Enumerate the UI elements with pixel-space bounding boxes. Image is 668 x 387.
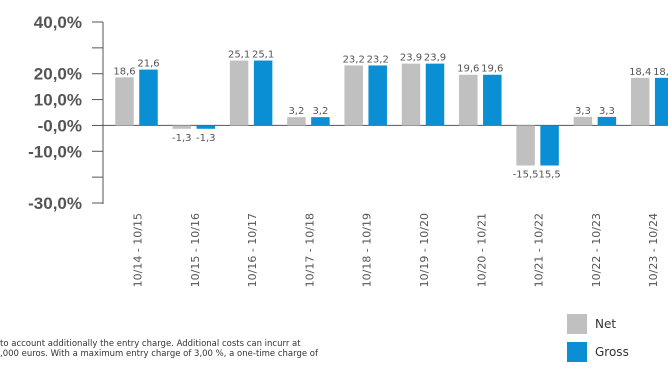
data-label-net: -1,3 bbox=[172, 133, 192, 144]
y-tick-label: -0,0% bbox=[38, 116, 82, 135]
legend-swatch-gross bbox=[567, 342, 587, 362]
data-label-net: 19,6 bbox=[457, 64, 479, 75]
footnote: to account additionally the entry charge… bbox=[0, 339, 400, 359]
bar-gross bbox=[540, 125, 559, 166]
data-label-gross: 25,1 bbox=[252, 50, 274, 61]
x-tick-label: 10/17 - 10/18 bbox=[303, 213, 316, 287]
legend-label-gross: Gross bbox=[595, 345, 629, 359]
x-tick-label: 10/19 - 10/20 bbox=[418, 213, 431, 287]
bar-gross bbox=[483, 74, 502, 126]
data-label-net: 3,2 bbox=[288, 106, 304, 117]
legend-item-gross: Gross bbox=[567, 340, 629, 364]
bar-net bbox=[344, 65, 363, 126]
x-tick-label: 10/23 - 10/24 bbox=[647, 213, 660, 287]
bar-gross bbox=[196, 125, 216, 129]
x-tick-label: 10/14 - 10/15 bbox=[132, 213, 145, 287]
bar-gross bbox=[654, 77, 668, 126]
chart: 40,0% 20,0% 10,0% -0,0% -10,0% -30,0% 18,621,6… bbox=[28, 13, 668, 287]
bar-net bbox=[630, 77, 650, 126]
data-label-net: 23,2 bbox=[343, 54, 365, 65]
x-tick-label: 10/15 - 10/16 bbox=[189, 213, 202, 287]
legend-label-net: Net bbox=[595, 317, 617, 331]
footnote-line-1: to account additionally the entry charge… bbox=[0, 339, 301, 349]
x-tick-label: 10/22 - 10/23 bbox=[590, 213, 603, 287]
data-label-gross: 21,6 bbox=[137, 59, 159, 70]
bar-net bbox=[287, 117, 306, 126]
data-label-net: 18,4 bbox=[629, 67, 651, 78]
footnote-line-2: ,000 euros. With a maximum entry charge … bbox=[0, 349, 318, 359]
y-tick-label: 10,0% bbox=[34, 91, 82, 110]
bar-gross bbox=[139, 69, 158, 126]
bar-gross bbox=[253, 60, 273, 126]
bar-net bbox=[459, 74, 478, 126]
bar-gross bbox=[425, 63, 445, 126]
data-label-gross: 15,5 bbox=[538, 170, 560, 181]
bar-net bbox=[229, 60, 249, 126]
data-label-gross: 23,2 bbox=[367, 54, 389, 65]
data-label-gross: 23,9 bbox=[424, 53, 446, 64]
bar-gross bbox=[597, 116, 617, 126]
data-label-gross: 19,6 bbox=[481, 64, 503, 75]
x-tick-label: 10/18 - 10/19 bbox=[361, 213, 374, 287]
data-label-gross: -1,3 bbox=[196, 133, 216, 144]
bar-gross bbox=[311, 117, 330, 126]
y-tick-label: -10,0% bbox=[28, 142, 82, 161]
x-tick-label: 10/20 - 10/21 bbox=[475, 213, 488, 287]
bar-net bbox=[516, 125, 535, 166]
bar-net bbox=[401, 63, 421, 126]
data-label-net: 25,1 bbox=[228, 50, 250, 61]
bar-gross bbox=[368, 65, 387, 126]
data-label-gross: 3,3 bbox=[599, 106, 615, 117]
y-tick-label: 20,0% bbox=[34, 65, 82, 84]
y-tick-label: -30,0% bbox=[28, 194, 82, 213]
legend-swatch-net bbox=[567, 314, 587, 334]
data-label-gross: 3,2 bbox=[312, 106, 328, 117]
legend-item-net: Net bbox=[567, 312, 629, 336]
bar-net bbox=[573, 116, 593, 126]
data-label-net: -15,5 bbox=[513, 170, 539, 181]
x-tick-label: 10/16 - 10/17 bbox=[246, 213, 259, 287]
data-label-net: 18,6 bbox=[113, 66, 135, 77]
data-label-gross: 18,4 bbox=[653, 67, 668, 78]
x-tick-label: 10/21 - 10/22 bbox=[533, 213, 546, 287]
legend: Net Gross bbox=[567, 312, 629, 368]
bar-net bbox=[172, 125, 192, 129]
data-label-net: 3,3 bbox=[575, 106, 591, 117]
data-label-net: 23,9 bbox=[400, 53, 422, 64]
bar-net bbox=[115, 77, 134, 126]
y-tick-label: 40,0% bbox=[34, 13, 82, 32]
